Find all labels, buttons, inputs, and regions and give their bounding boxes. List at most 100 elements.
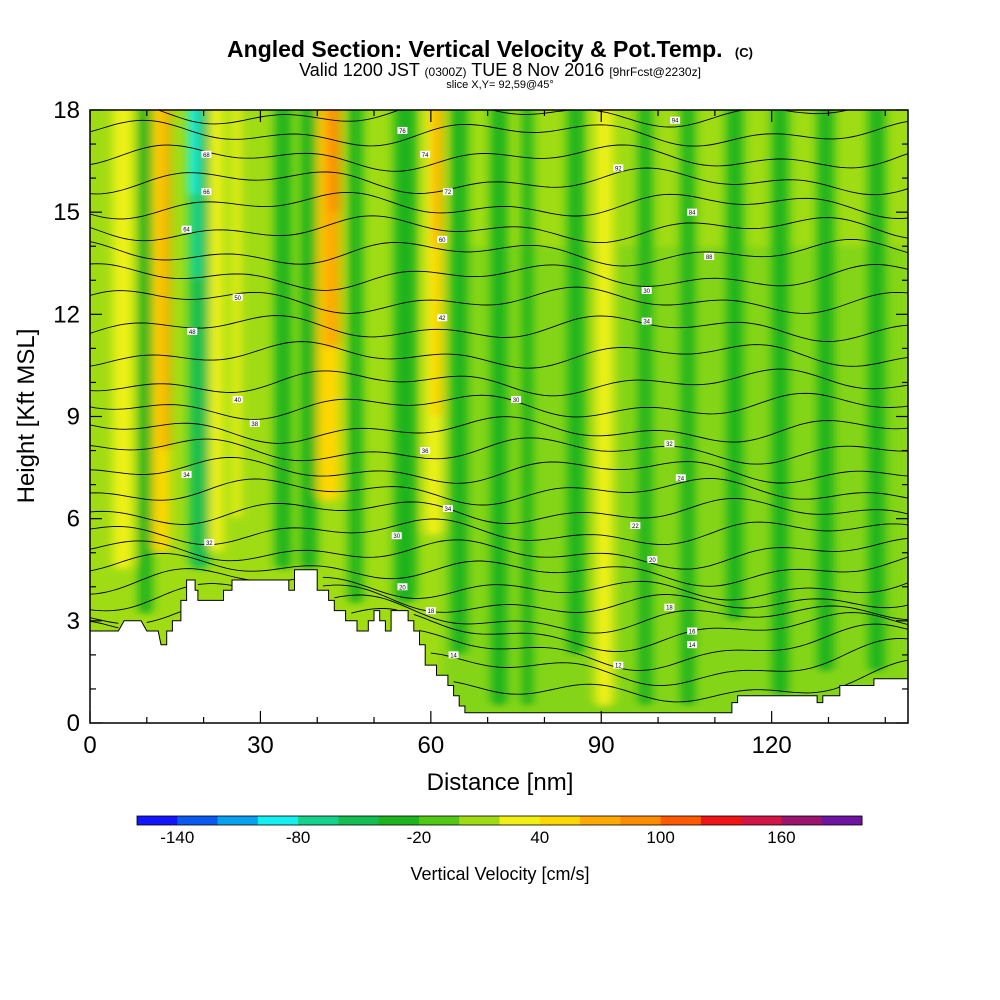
axis-ticks [89,109,908,724]
svg-text:92: 92 [615,166,622,172]
svg-text:42: 42 [439,316,446,322]
colorbar-swatch [660,816,702,825]
svg-text:60: 60 [439,238,446,244]
contour-label: 66 [201,188,212,196]
isentrope-line [90,215,908,244]
isentrope-line [90,583,908,613]
downdraft-band [567,110,585,655]
x-tick-label: 0 [83,732,96,759]
isentrope-line [90,368,908,397]
contour-label: 24 [675,474,686,482]
x-tick-label: 60 [417,732,444,759]
svg-text:50: 50 [234,296,241,302]
contour-label: 22 [630,521,641,530]
y-tick-label: 18 [53,97,80,124]
contour-label: 30 [511,395,522,404]
updraft-band [161,110,170,451]
contour-label: 14 [687,641,698,649]
contour-label: 32 [204,539,215,547]
isentrope-line [90,416,908,444]
contour-label: 20 [647,556,658,564]
svg-text:30: 30 [643,289,650,295]
downdraft-band [450,110,468,655]
downdraft-band [138,110,153,615]
downdraft-band [726,110,744,621]
contour-label: 20 [397,583,408,591]
isentrope-line [90,341,908,369]
isentrope-line [90,594,908,634]
isentrope-line [90,191,908,220]
contour-label: 30 [641,286,652,295]
contour-label: 12 [613,661,624,670]
colorbar-swatch [741,816,782,825]
svg-text:16: 16 [689,630,696,636]
svg-text:34: 34 [643,320,650,326]
colorbar [136,815,863,826]
contour-labels: 76 74 72 68 66 64 60 50 48 42 40 38 94 92 84 88 30 34 30 32… [181,116,715,670]
colorbar-swatch [459,816,500,825]
svg-text:38: 38 [251,422,258,428]
x-tick-labels: 0 30 60 90 120 [83,732,791,759]
updraft-band [433,110,442,247]
colorbar-swatch [177,816,219,825]
colorbar-tick-label: 160 [767,828,795,847]
y-tick-label: 9 [67,404,80,431]
isentrope-line [453,659,908,703]
colorbar-frame [136,815,863,826]
contour-label: 76 [397,126,408,135]
y-axis-label: Height [Kft MSL] [13,329,40,504]
isentrope-line [90,167,908,196]
colorbar-tick-label: 40 [530,828,549,847]
isentrope-line [156,110,851,128]
isentrope-line [90,478,908,506]
contour-label: 68 [201,150,212,159]
colorbar-swatch [137,816,178,825]
downdraft-band [521,110,534,706]
svg-text:76: 76 [399,129,406,135]
contour-label: 40 [232,395,243,404]
updraft-band [328,110,340,213]
svg-text:94: 94 [672,119,679,125]
svg-text:32: 32 [206,541,213,547]
svg-text:88: 88 [706,255,713,261]
contour-label: 50 [232,293,243,302]
downdraft-band [300,110,318,570]
svg-text:48: 48 [189,330,196,336]
svg-text:36: 36 [422,449,429,455]
colorbar-swatch [378,816,420,825]
contour-label: 88 [704,252,715,261]
isentrope-line [90,315,908,342]
isentrope-line [90,608,908,653]
downdraft-band [490,110,508,706]
chart-title: Angled Section: Vertical Velocity & Pot.… [227,36,753,62]
colorbar-swatch [580,816,621,825]
isentrope-line [90,392,908,420]
isentrope-line [90,568,908,601]
contour-label: 30 [391,532,402,540]
downdraft-band [348,110,363,604]
svg-text:20: 20 [649,558,656,564]
x-tick-label: 90 [588,732,615,759]
plot-area: 76 74 72 68 66 64 60 50 48 42 40 38 94 92 84 88 30 34 30 32… [90,110,908,723]
downdraft-band [868,110,886,672]
colorbar-swatch [298,816,339,825]
isentrope-line [90,263,908,291]
isentrope-line [430,638,908,687]
svg-text:18: 18 [427,609,434,615]
svg-text:20: 20 [399,585,406,591]
y-tick-label: 15 [53,199,80,226]
terrain [90,569,908,723]
contour-label: 32 [664,440,675,448]
svg-text:68: 68 [203,153,210,159]
x-tick-label: 30 [247,732,274,759]
svg-text:74: 74 [422,153,429,159]
svg-text:24: 24 [677,476,684,482]
isentrope-line [419,623,908,671]
isentrope-line [90,437,908,465]
colorbar-swatch [539,816,581,825]
isentrope-line [90,144,908,172]
svg-text:14: 14 [689,643,696,649]
svg-text:40: 40 [234,398,241,404]
isentrope-line [90,537,908,570]
